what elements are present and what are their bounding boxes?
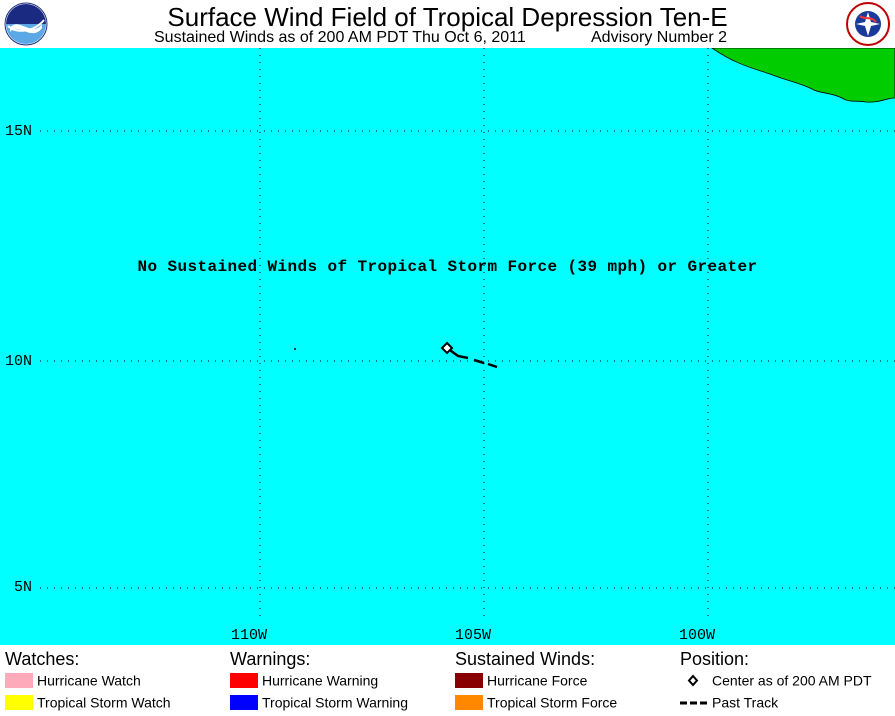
legend-item-tropical-storm-force: Tropical Storm Force: [455, 693, 617, 711]
noaa-logo-icon: [4, 2, 48, 46]
map-title: Surface Wind Field of Tropical Depressio…: [167, 2, 728, 32]
tropical-storm-force-swatch: [455, 694, 483, 710]
lat-label-5n: 5N: [14, 579, 33, 596]
tropical-storm-watch-swatch: [5, 694, 33, 710]
hurricane-warning-swatch: [230, 672, 258, 688]
legend-item-tropical-storm-warning: Tropical Storm Warning: [230, 693, 408, 711]
legend-watches: Watches:: [5, 645, 79, 669]
land-mass: [711, 48, 895, 103]
legend-item-past-track: Past Track: [680, 693, 778, 711]
no-winds-message: No Sustained Winds of Tropical Storm For…: [137, 258, 758, 276]
hurricane-force-swatch: [455, 672, 483, 688]
legend-item-hurricane-watch: Hurricane Watch: [5, 671, 141, 689]
lon-label-105w: 105W: [455, 627, 492, 644]
diamond-icon: [680, 673, 708, 688]
past-track: [446, 346, 498, 369]
legend-warnings: Warnings:: [230, 645, 310, 669]
map-legend: Watches: Hurricane Watch Tropical Storm …: [0, 645, 895, 716]
graticule: [40, 48, 895, 618]
legend-item-hurricane-warning: Hurricane Warning: [230, 671, 378, 689]
tropical-storm-warning-swatch: [230, 694, 258, 710]
map-canvas: [40, 48, 895, 618]
legend-heading-position: Position:: [680, 649, 750, 669]
map-header: Surface Wind Field of Tropical Depressio…: [0, 0, 895, 48]
hurricane-watch-swatch: [5, 672, 33, 688]
legend-heading-warnings: Warnings:: [230, 649, 311, 669]
lon-label-110w: 110W: [231, 627, 268, 644]
storm-center-diamond-icon: [440, 341, 454, 355]
legend-heading-watches: Watches:: [5, 649, 80, 669]
legend-position: Position:: [680, 645, 749, 669]
legend-item-tropical-storm-watch: Tropical Storm Watch: [5, 693, 171, 711]
lon-label-100w: 100W: [679, 627, 716, 644]
wind-field-map: 15N 10N 5N 110W 105W 100W No Sustained W…: [0, 48, 895, 645]
map-dot: [294, 348, 296, 350]
nws-logo-icon: [846, 2, 890, 46]
map-subtitle-advisory: Advisory Number 2: [591, 29, 728, 46]
legend-item-hurricane-force: Hurricane Force: [455, 671, 587, 689]
legend-sustained-winds: Sustained Winds:: [455, 645, 595, 669]
legend-item-center: Center as of 200 AM PDT: [680, 671, 872, 689]
dashed-line-icon: [680, 695, 708, 710]
legend-heading-sustained-winds: Sustained Winds:: [455, 649, 596, 669]
lat-label-10n: 10N: [5, 353, 33, 370]
lat-label-15n: 15N: [5, 123, 33, 140]
map-subtitle-time: Sustained Winds as of 200 AM PDT Thu Oct…: [154, 29, 526, 46]
